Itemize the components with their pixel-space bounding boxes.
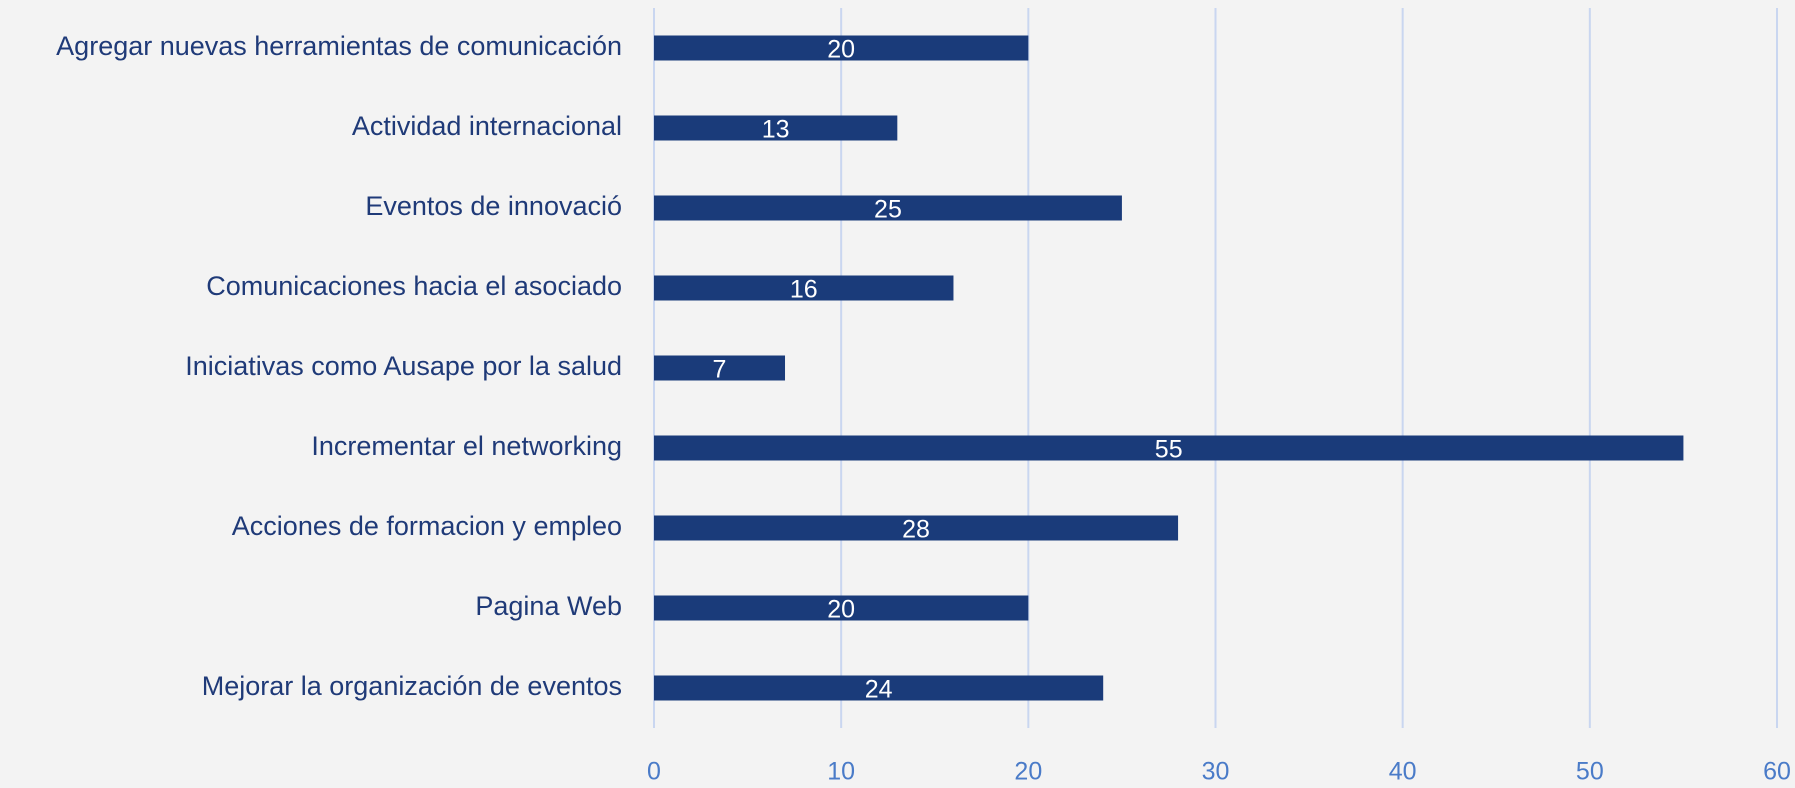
category-label: Incrementar el networking <box>311 431 622 461</box>
data-label: 20 <box>827 36 855 64</box>
x-tick-label: 20 <box>1014 758 1042 786</box>
x-tick-label: 0 <box>647 758 661 786</box>
x-tick-label: 50 <box>1576 758 1604 786</box>
data-label: 55 <box>1155 436 1183 464</box>
bar <box>654 195 1122 221</box>
category-label: Comunicaciones hacia el asociado <box>206 271 622 301</box>
bar <box>654 115 898 141</box>
bar <box>654 435 1684 461</box>
x-tick-label: 60 <box>1763 758 1791 786</box>
category-label: Agregar nuevas herramientas de comunicac… <box>56 31 622 61</box>
data-label: 28 <box>902 516 930 544</box>
category-label: Pagina Web <box>475 591 622 621</box>
bar <box>654 275 954 301</box>
x-tick-label: 40 <box>1389 758 1417 786</box>
data-label: 7 <box>713 356 727 384</box>
bar <box>654 35 1029 61</box>
category-label: Iniciativas como Ausape por la salud <box>185 351 622 381</box>
category-label: Actividad internacional <box>352 111 622 141</box>
bar <box>654 675 1104 701</box>
data-label: 24 <box>865 676 893 704</box>
data-label: 25 <box>874 196 902 224</box>
category-label: Eventos de innovació <box>365 191 622 221</box>
bar <box>654 355 786 381</box>
x-tick-label: 10 <box>827 758 855 786</box>
bar <box>654 595 1029 621</box>
category-label: Mejorar la organización de eventos <box>202 671 622 701</box>
x-tick-label: 30 <box>1202 758 1230 786</box>
data-label: 20 <box>827 596 855 624</box>
bar <box>654 515 1179 541</box>
data-label: 16 <box>790 276 818 304</box>
category-label: Acciones de formacion y empleo <box>232 511 622 541</box>
data-label: 13 <box>762 116 790 144</box>
